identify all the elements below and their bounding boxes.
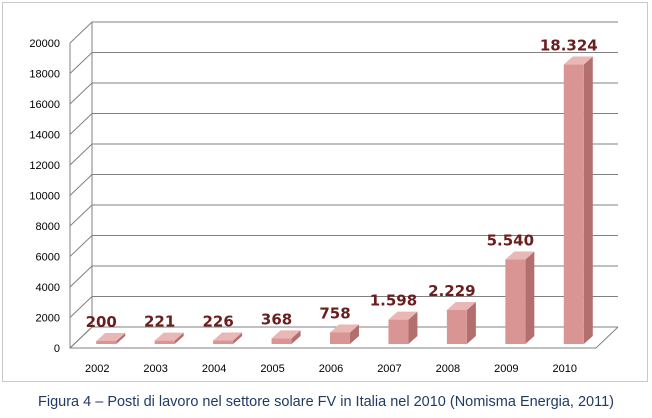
x-tick-label: 2008 xyxy=(436,363,460,375)
bar xyxy=(505,251,535,344)
data-label: 5.540 xyxy=(487,232,534,250)
y-tick-label: 0 xyxy=(54,343,60,355)
bar-side xyxy=(408,311,418,344)
gridline xyxy=(69,21,618,44)
x-tick-label: 2005 xyxy=(260,363,284,375)
data-label: 368 xyxy=(261,310,292,328)
y-tick-label: 14000 xyxy=(29,130,60,142)
bar xyxy=(330,324,359,344)
gridline xyxy=(69,82,618,105)
bar-top xyxy=(563,56,593,65)
data-label: 226 xyxy=(202,313,233,331)
y-axis-ticks: 0 2000 4000 6000 8000 10000 12000 14000 16000 180… xyxy=(29,38,60,355)
bar-front xyxy=(563,64,584,345)
bar xyxy=(563,56,593,345)
data-label: 200 xyxy=(86,313,117,331)
bar-front xyxy=(271,338,292,344)
bar-side xyxy=(525,251,535,344)
y-tick-label: 8000 xyxy=(36,221,60,233)
bar-side xyxy=(233,332,243,344)
gridline xyxy=(69,235,618,257)
bar-side xyxy=(291,330,301,344)
data-label: 758 xyxy=(319,304,350,322)
x-tick-label: 2009 xyxy=(494,363,518,375)
gridline xyxy=(69,204,618,227)
y-tick-label: 16000 xyxy=(29,99,60,111)
gridlines xyxy=(69,21,619,349)
bar-top xyxy=(505,251,535,260)
y-tick-label: 20000 xyxy=(29,38,60,50)
gridline xyxy=(69,174,618,196)
figure-caption: Figura 4 – Posti di lavoro nel settore s… xyxy=(38,394,614,410)
data-labels: 200 221 226 368 758 1.598 2.229 5.540 18.324 xyxy=(86,37,598,331)
bar-chart: 0 2000 4000 6000 8000 10000 12000 14000 16000 180… xyxy=(29,21,619,375)
data-label: 1.598 xyxy=(370,292,417,310)
bar-front xyxy=(213,340,234,344)
x-tick-label: 2002 xyxy=(85,363,109,375)
bar-top xyxy=(388,311,418,320)
floor-edge xyxy=(69,326,93,349)
bar xyxy=(446,302,476,344)
bar-front xyxy=(330,332,350,344)
x-tick-label: 2006 xyxy=(319,363,343,375)
y-tick-label: 4000 xyxy=(36,282,60,294)
bar-top xyxy=(330,324,359,333)
bar-top xyxy=(213,332,243,341)
bar-front xyxy=(446,310,467,344)
bar-side xyxy=(116,332,126,344)
x-tick-label: 2004 xyxy=(202,363,226,375)
bar-side xyxy=(583,56,593,345)
bar xyxy=(96,332,126,344)
bars xyxy=(96,56,593,345)
gridline xyxy=(69,52,618,74)
gridline xyxy=(69,113,618,135)
bar-front xyxy=(96,340,117,344)
bar-side xyxy=(350,324,359,344)
bar xyxy=(388,311,418,344)
chart-frame xyxy=(2,2,648,382)
x-tick-label: 2007 xyxy=(377,363,401,375)
x-tick-label: 2010 xyxy=(553,363,577,375)
y-tick-label: 12000 xyxy=(29,160,60,172)
bar xyxy=(271,330,301,344)
gridline xyxy=(69,143,618,166)
bar xyxy=(154,332,184,344)
gridline xyxy=(69,265,618,288)
data-label: 18.324 xyxy=(540,37,598,55)
bar-top xyxy=(271,330,301,339)
bar-top xyxy=(154,332,184,341)
bar-side xyxy=(174,332,184,344)
x-axis-ticks: 2002 2003 2004 2005 2006 2007 2008 2009 2010 xyxy=(85,363,577,375)
data-label: 2.229 xyxy=(428,282,475,300)
bar-front xyxy=(505,259,526,344)
bar-top xyxy=(446,302,476,311)
y-tick-label: 2000 xyxy=(36,313,60,325)
y-tick-label: 6000 xyxy=(36,252,60,264)
bar-top xyxy=(96,332,126,341)
data-label: 221 xyxy=(144,313,175,331)
y-tick-label: 10000 xyxy=(29,191,60,203)
y-tick-label: 18000 xyxy=(29,69,60,81)
bar-front xyxy=(388,319,409,344)
bar xyxy=(213,332,243,344)
bar-side xyxy=(466,302,476,344)
x-tick-label: 2003 xyxy=(143,363,167,375)
bar-front xyxy=(154,340,175,344)
axis-floor xyxy=(69,43,619,349)
